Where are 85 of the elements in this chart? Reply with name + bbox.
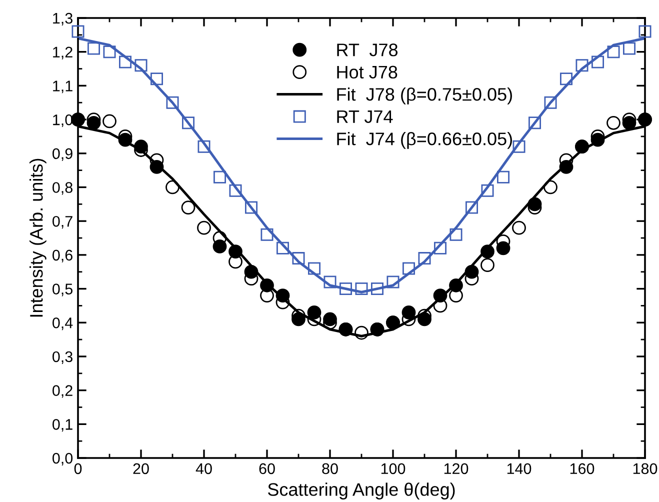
point bbox=[260, 288, 274, 302]
x-tick-label: 120 bbox=[444, 463, 468, 474]
point bbox=[324, 276, 336, 288]
y-tick-label: 0,5 bbox=[52, 284, 72, 296]
x-tick-label: 160 bbox=[570, 463, 594, 474]
point bbox=[229, 184, 242, 197]
x-tick-label: 40 bbox=[196, 463, 212, 474]
point bbox=[103, 46, 116, 58]
point bbox=[102, 114, 116, 128]
x-tick-label: 60 bbox=[259, 463, 275, 474]
point bbox=[576, 59, 588, 72]
y-tick-label: 1,1 bbox=[53, 80, 72, 94]
point bbox=[606, 116, 620, 130]
point bbox=[355, 282, 368, 296]
legend-label: RT J74 bbox=[337, 110, 393, 124]
point bbox=[228, 254, 242, 269]
point bbox=[308, 262, 320, 275]
point bbox=[480, 258, 494, 272]
point bbox=[386, 276, 400, 288]
point bbox=[450, 228, 462, 241]
point bbox=[119, 56, 132, 68]
point bbox=[512, 220, 526, 235]
point bbox=[607, 46, 620, 58]
point bbox=[150, 72, 163, 86]
y-tick-label: 1,2 bbox=[53, 46, 72, 60]
point bbox=[449, 288, 463, 302]
y-tick-label: 0,7 bbox=[52, 216, 72, 229]
point bbox=[292, 252, 305, 265]
point bbox=[560, 72, 572, 86]
point bbox=[245, 201, 258, 214]
x-tick-label: 0 bbox=[74, 463, 82, 474]
point bbox=[371, 282, 384, 296]
point bbox=[512, 140, 526, 153]
x-tick-label: 20 bbox=[133, 463, 149, 474]
point bbox=[466, 201, 478, 214]
point bbox=[340, 282, 352, 296]
point bbox=[544, 180, 558, 194]
y-tick-label: 0,9 bbox=[52, 148, 72, 161]
point bbox=[418, 252, 431, 265]
point bbox=[497, 170, 510, 184]
legend-label: Fit J78 (β=0.75±0.05) bbox=[337, 88, 512, 104]
y-tick-label: 0,2 bbox=[52, 385, 72, 398]
point bbox=[402, 262, 415, 275]
y-tick-label: 0,4 bbox=[52, 317, 73, 330]
point bbox=[260, 228, 274, 241]
x-tick-label: 100 bbox=[381, 463, 406, 474]
point bbox=[181, 200, 196, 214]
x-tick-label: 140 bbox=[507, 463, 532, 474]
x-tick-label: 80 bbox=[322, 463, 338, 474]
point bbox=[276, 242, 289, 254]
point bbox=[433, 288, 448, 302]
x-tick-label: 180 bbox=[633, 463, 658, 474]
y-tick-label: 1,3 bbox=[53, 12, 72, 26]
point bbox=[434, 242, 446, 254]
point bbox=[638, 25, 652, 38]
point bbox=[166, 180, 180, 194]
x-axis-title: Scattering Angle θ(deg) bbox=[268, 482, 455, 500]
point bbox=[528, 116, 541, 130]
y-tick-label: 0,3 bbox=[52, 351, 72, 364]
point bbox=[354, 326, 368, 340]
point bbox=[433, 298, 448, 313]
y-tick-label: 0,0 bbox=[52, 452, 73, 466]
legend-label: Fit J74 (β=0.66±0.05) bbox=[337, 132, 512, 149]
legend-label: RT J78 bbox=[337, 44, 398, 56]
point bbox=[481, 184, 494, 197]
point bbox=[592, 56, 604, 68]
point bbox=[214, 170, 226, 184]
point bbox=[72, 25, 84, 38]
point bbox=[228, 244, 242, 258]
legend-label: Hot J78 bbox=[337, 66, 398, 79]
point bbox=[480, 244, 494, 258]
point bbox=[449, 278, 463, 292]
y-axis-title: Intensity (Arb. units) bbox=[30, 158, 46, 317]
y-tick-label: 0,8 bbox=[52, 182, 72, 195]
point bbox=[182, 116, 194, 130]
y-tick-label: 0,1 bbox=[52, 419, 72, 432]
point bbox=[623, 42, 636, 55]
point bbox=[166, 96, 179, 109]
point bbox=[134, 59, 148, 72]
point bbox=[544, 96, 557, 109]
point bbox=[88, 42, 100, 55]
point bbox=[260, 278, 274, 292]
point bbox=[197, 220, 211, 235]
y-tick-label: 0,6 bbox=[52, 250, 72, 262]
point bbox=[198, 140, 210, 153]
